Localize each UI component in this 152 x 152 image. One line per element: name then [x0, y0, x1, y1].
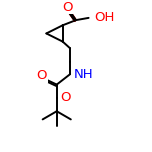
Text: NH: NH	[74, 68, 94, 81]
Text: O: O	[63, 1, 73, 14]
Text: O: O	[60, 91, 71, 104]
Text: O: O	[37, 69, 47, 82]
Text: OH: OH	[94, 11, 115, 24]
